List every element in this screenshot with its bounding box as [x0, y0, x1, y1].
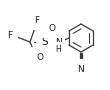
Text: O: O [49, 23, 56, 32]
Text: F: F [34, 15, 40, 24]
Text: H: H [55, 44, 61, 53]
Text: F: F [34, 56, 40, 65]
Text: S: S [42, 37, 48, 47]
Text: F: F [7, 31, 13, 40]
Text: N: N [55, 38, 61, 47]
Text: O: O [37, 52, 43, 61]
Text: N: N [78, 65, 84, 74]
